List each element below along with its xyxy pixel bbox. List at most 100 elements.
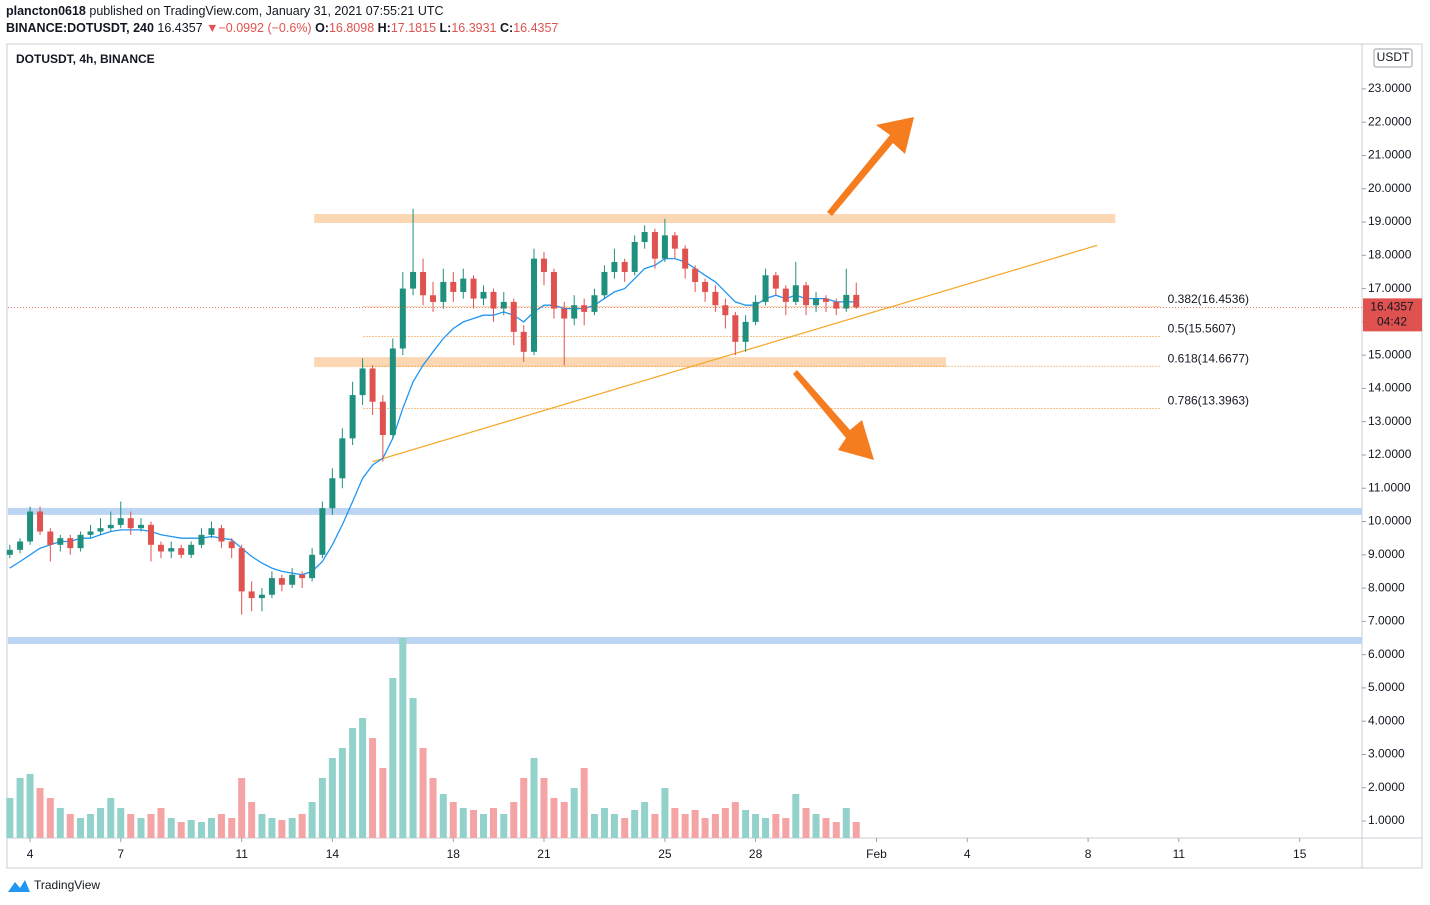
candle-body	[6, 549, 13, 555]
candle-body	[359, 368, 366, 396]
candle-body	[248, 591, 255, 599]
volume-bar	[429, 778, 437, 838]
candle-body	[188, 544, 195, 555]
y-tick-label: 18.0000	[1368, 247, 1412, 261]
volume-bar	[701, 818, 709, 838]
x-tick-label: 4	[27, 847, 34, 861]
candle-body	[138, 524, 145, 529]
volume-bar	[349, 728, 357, 838]
volume-bar	[782, 818, 790, 838]
candle-body	[238, 548, 245, 592]
user: plancton0618	[6, 4, 86, 18]
volume-bar	[610, 814, 618, 838]
y-tick-label: 5.0000	[1368, 680, 1405, 694]
volume-bar	[318, 778, 326, 838]
volume-bar	[822, 818, 830, 838]
volume-bar	[641, 802, 649, 838]
volume-bar	[107, 798, 115, 838]
volume-bar	[197, 822, 205, 838]
chart-title: DOTUSDT, 4h, BINANCE	[16, 52, 155, 66]
candle-body	[460, 278, 467, 292]
brand: TradingView	[8, 878, 100, 892]
volume-bar	[26, 774, 34, 838]
volume-bar	[550, 798, 558, 838]
volume-bar	[268, 818, 276, 838]
volume-bar	[137, 818, 145, 838]
y-tick-label: 7.0000	[1368, 614, 1405, 628]
c-key: C:	[500, 21, 513, 35]
y-tick-label: 19.0000	[1368, 214, 1412, 228]
volume-bar	[66, 814, 74, 838]
candle-body	[661, 235, 668, 259]
candle-body	[208, 528, 215, 535]
candle-body	[752, 301, 759, 322]
volume-bar	[621, 818, 629, 838]
volume-bar	[308, 802, 316, 838]
volume-bar	[832, 822, 840, 838]
zone	[314, 357, 947, 368]
candle-body	[843, 294, 850, 309]
plot: 0.382(16.4536) 0.5(15.5607) 0.618(14.6677)…	[6, 208, 1362, 838]
volume-bar	[207, 818, 215, 838]
volume-bar	[470, 810, 478, 838]
x-tick-label: 4	[964, 847, 971, 861]
price-tag-countdown: 04:42	[1377, 315, 1407, 329]
published: published on TradingView.com, January 31…	[89, 4, 443, 18]
candle-body	[278, 578, 285, 585]
candle-body	[833, 301, 840, 309]
volume-bar	[439, 794, 447, 838]
zone	[8, 507, 1362, 515]
h-val: 17.1815	[391, 21, 436, 35]
candle-body	[450, 281, 457, 292]
candle-body	[329, 478, 336, 509]
y-tick-label: 9.0000	[1368, 547, 1405, 561]
candle-body	[37, 511, 44, 532]
candle-body	[631, 242, 638, 272]
candle-body	[47, 531, 54, 545]
c-val: 16.4357	[513, 21, 558, 35]
volume-bar	[711, 814, 719, 838]
volume-bar	[6, 798, 14, 838]
volume-bar	[772, 814, 780, 838]
candle-body	[147, 524, 154, 545]
candle-body	[803, 285, 810, 306]
volume-bar	[651, 814, 659, 838]
brand-logo	[8, 880, 30, 892]
candle-body	[601, 271, 608, 296]
volume-bar	[449, 802, 457, 838]
volume-bar	[238, 778, 246, 838]
candle-body	[289, 574, 296, 585]
candle-body	[490, 291, 497, 309]
volume-bar	[389, 678, 397, 838]
volume-bar	[580, 768, 588, 838]
x-tick-label: 11	[1173, 847, 1186, 861]
candle-body	[591, 295, 598, 312]
volume-bar	[117, 808, 125, 838]
change-arrow: ▼	[206, 21, 218, 35]
volume-bar	[77, 818, 85, 838]
volume-bar	[359, 718, 367, 838]
candle-body	[178, 548, 185, 555]
candle-body	[762, 275, 769, 302]
l-val: 16.3931	[451, 21, 496, 35]
candle-body	[782, 288, 789, 302]
y-tick-label: 6.0000	[1368, 647, 1405, 661]
volume-bar	[510, 802, 518, 838]
volume-bar	[540, 778, 548, 838]
volume-bar	[87, 814, 95, 838]
candle-body	[722, 305, 729, 316]
candle-body	[742, 321, 749, 342]
candle-body	[319, 508, 326, 555]
volume-bar	[338, 748, 346, 838]
candle-body	[157, 544, 164, 552]
x-tick-label: 7	[117, 847, 124, 861]
y-tick-label: 11.0000	[1368, 480, 1411, 494]
volume-bar	[852, 822, 860, 838]
y-tick-label: 20.0000	[1368, 181, 1412, 195]
x-tick-label: 8	[1085, 847, 1092, 861]
volume-bar	[157, 808, 165, 838]
candle-body	[168, 548, 175, 552]
x-tick-label: 21	[537, 847, 551, 861]
volume-bar	[600, 808, 608, 838]
